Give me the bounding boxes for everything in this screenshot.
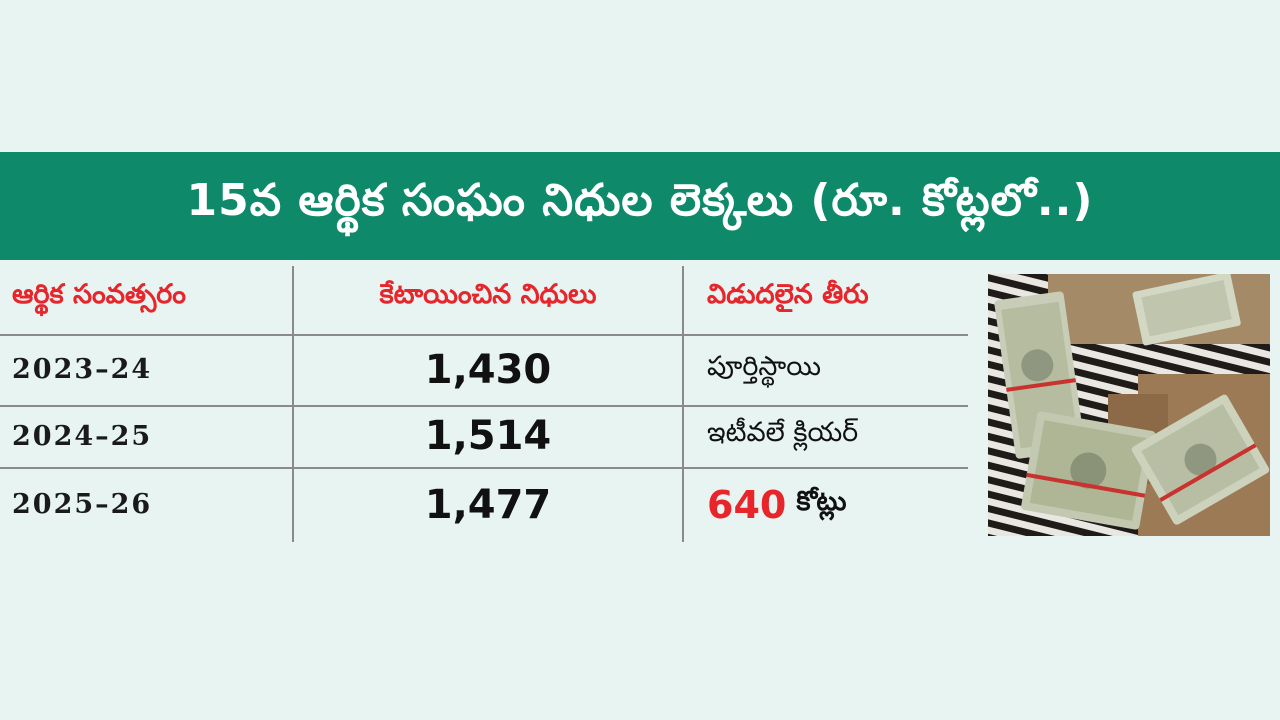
row-divider [0, 334, 968, 336]
released-amount-unit: కోట్లు [796, 485, 847, 517]
year-cell: 2023–24 [12, 354, 153, 385]
currency-notes-image [988, 274, 1270, 536]
table-header-row: ఆర్థిక సంవత్సరం కేటాయించిన నిధులు విడుదల… [0, 262, 970, 334]
allocated-value-cell: 1,430 [424, 346, 552, 393]
funds-table: ఆర్థిక సంవత్సరం కేటాయించిన నిధులు విడుదల… [0, 262, 970, 542]
table-row: 2025–26 1,477 640 కోట్లు [0, 467, 970, 542]
table-row: 2024–25 1,514 ఇటీవలే క్లియర్ [0, 405, 970, 467]
row-divider [0, 405, 968, 407]
column-divider [682, 266, 684, 542]
column-divider [292, 266, 294, 542]
chart-title: 15వ ఆర్థిక సంఘం నిధుల లెక్కలు (రూ. కోట్ల… [186, 175, 1094, 226]
column-header-allocated: కేటాయించిన నిధులు [379, 279, 597, 310]
status-cell: పూర్తిస్థాయి [707, 350, 821, 382]
column-header-release-status: విడుదలైన తీరు [707, 279, 869, 310]
released-amount: 640 [707, 482, 787, 527]
status-cell: ఇటీవలే క్లియర్ [707, 417, 859, 448]
allocated-value-cell: 1,477 [424, 481, 552, 528]
table-row: 2023–24 1,430 పూర్తిస్థాయి [0, 334, 970, 405]
year-cell: 2024–25 [12, 420, 153, 452]
title-bar: 15వ ఆర్థిక సంఘం నిధుల లెక్కలు (రూ. కోట్ల… [0, 152, 1280, 260]
row-divider [0, 467, 968, 469]
column-header-year: ఆర్థిక సంవత్సరం [12, 279, 186, 310]
allocated-value-cell: 1,514 [424, 413, 552, 459]
year-cell: 2025–26 [12, 489, 153, 520]
